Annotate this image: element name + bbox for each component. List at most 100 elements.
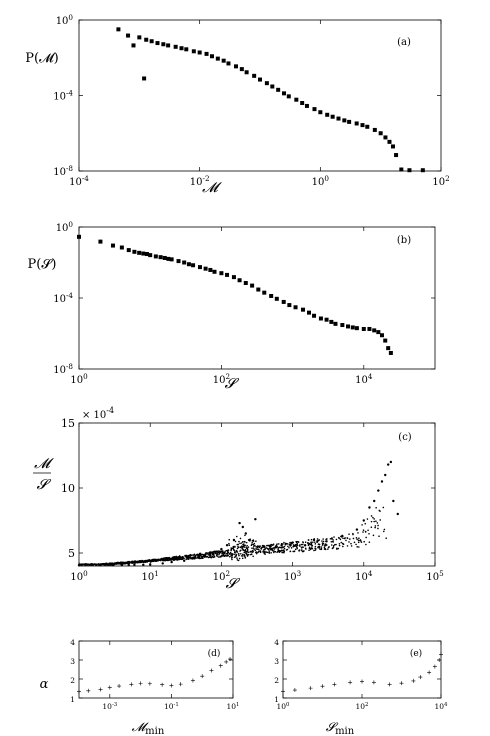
data-point (137, 250, 142, 255)
data-point (371, 680, 376, 685)
data-point (354, 121, 359, 126)
y-tick-label: 10-4 (53, 291, 73, 305)
data-point (228, 657, 233, 662)
data-point (231, 275, 236, 280)
data-point (329, 319, 334, 324)
y-tick-label: 10-4 (53, 88, 73, 102)
panel-label: (e) (410, 648, 422, 659)
x-axis-label: 𝓜 (202, 180, 222, 196)
data-point (365, 124, 370, 129)
panel-label: (c) (398, 432, 412, 443)
data-point (373, 499, 376, 503)
data-point (191, 49, 196, 54)
data-point (399, 167, 404, 172)
data-point (203, 266, 208, 271)
data-point (386, 463, 390, 466)
chart-panel-4: 100 102 104 1 2 3 4 (e) 𝓢min (274, 638, 448, 736)
data-point (142, 76, 147, 81)
x-tick-label: 105 (426, 569, 444, 583)
data-point (332, 682, 337, 687)
data-point (197, 50, 202, 55)
data-point (376, 330, 381, 335)
data-point (116, 27, 121, 32)
data-point (362, 519, 365, 522)
data-point (340, 323, 345, 328)
data-point (137, 35, 142, 40)
plot-frame (78, 640, 234, 699)
data-point (325, 112, 330, 117)
data-point (262, 290, 267, 295)
data-point (270, 84, 275, 89)
data-point (158, 255, 163, 260)
data-point (120, 563, 124, 567)
data-point (287, 303, 292, 308)
data-point (281, 299, 286, 304)
data-point (256, 287, 261, 292)
data-point (301, 307, 306, 312)
data-point (176, 259, 181, 264)
data-point (77, 234, 81, 239)
data-point (98, 239, 103, 244)
y-tick-label: 1 (70, 695, 75, 704)
data-point (166, 256, 171, 261)
data-point (225, 272, 230, 277)
data-point (292, 688, 297, 693)
data-point (384, 473, 387, 477)
y-tick-label: 100 (56, 13, 74, 27)
plot-frame (78, 226, 436, 370)
x-tick-label: 100 (312, 174, 330, 188)
data-point (379, 333, 384, 338)
data-point (294, 97, 299, 102)
x-tick-label: 102 (432, 174, 449, 188)
y-tick-label: 3 (274, 657, 279, 666)
data-point (241, 525, 245, 529)
x-tick-label: 10-1 (164, 702, 179, 711)
data-point (354, 326, 359, 331)
data-point (347, 119, 352, 124)
x-axis-label: 𝓢min (326, 720, 355, 736)
x-tick-label: 100 (70, 372, 88, 386)
data-point (98, 687, 103, 692)
data-point (258, 77, 262, 82)
y-axis-label: α (40, 677, 49, 692)
data-point (209, 668, 214, 673)
data-point (346, 324, 351, 329)
data-point (155, 41, 160, 46)
data-point (427, 670, 432, 675)
y-tick-label: 15 (61, 417, 75, 430)
data-point (138, 681, 143, 686)
data-point (286, 94, 291, 99)
data-point (186, 262, 191, 267)
data-point (318, 316, 323, 321)
y-axis-label-denominator: 𝓢 (37, 477, 52, 493)
data-point (218, 663, 223, 668)
x-tick-label: 101 (227, 702, 240, 711)
data-point (389, 460, 393, 464)
data-point (178, 682, 183, 687)
data-point (378, 131, 383, 136)
data-point (312, 313, 317, 318)
data-point (219, 271, 224, 276)
data-point (160, 682, 165, 687)
data-point (237, 278, 242, 283)
data-point (304, 103, 309, 108)
data-point (388, 350, 393, 355)
chart-panel-1: 100 102 104 100 10-4 10-8 (b) 𝓢 P(𝓢) (28, 220, 436, 392)
y-tick-label: 2 (70, 676, 75, 685)
data-point (360, 123, 365, 128)
x-tick-label: 101 (142, 569, 159, 583)
data-point (182, 559, 186, 562)
y-axis-label: P(𝓜) (25, 51, 58, 66)
data-point (243, 280, 248, 285)
data-point (149, 39, 154, 44)
x-axis-label: 𝓢 (226, 576, 241, 592)
data-point (308, 686, 313, 691)
data-point (383, 338, 388, 343)
x-tick-label: 102 (213, 569, 230, 583)
data-point (141, 251, 146, 256)
x-tick-label: 102 (356, 702, 369, 711)
data-point (250, 283, 255, 288)
data-point (318, 110, 323, 115)
data-point (300, 101, 305, 106)
